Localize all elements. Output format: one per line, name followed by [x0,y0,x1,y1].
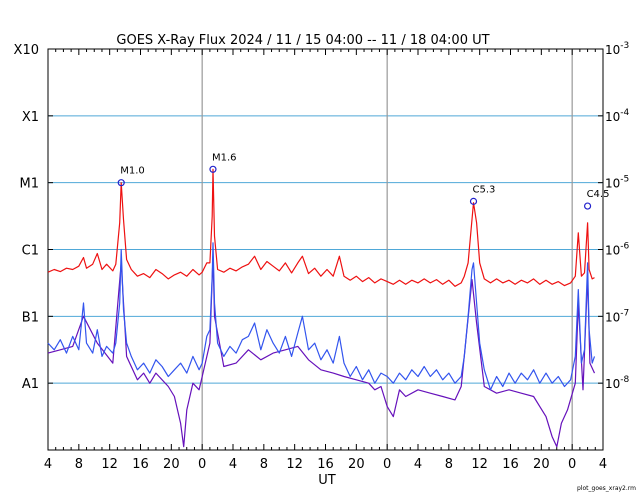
series-line-2 [47,242,596,391]
right-axis-label: 10-4 [605,108,630,124]
x-tick-label: 8 [445,457,453,472]
chart-title: GOES X-Ray Flux 2024 / 11 / 15 04:00 -- … [116,33,489,48]
x-tick-label: 0 [568,457,576,472]
x-axis-label: UT [318,473,336,488]
flare-peak-marker [583,202,592,210]
x-tick-label: 4 [44,457,52,472]
x-tick-label: 16 [502,457,519,472]
x-axis-ticks: 4 8 12 16 20 0 4 8 12 16 20 0 4 8 12 16 20 0 4 [44,49,607,472]
flare-peak-label: C4.5 [587,189,610,200]
left-axis-label: A1 [22,377,39,392]
right-axis-flux-labels: 10-3 10-4 10-5 10-6 10-7 10-8 [598,41,630,391]
day-boundary-lines [201,49,573,450]
flare-peak-label: M1.6 [212,152,237,163]
right-axis-label: 10-5 [605,175,629,191]
right-axis-label: 10-6 [605,242,630,258]
x-tick-label: 20 [533,457,550,472]
flare-peak-label: M1.0 [120,166,145,177]
left-axis-label: C1 [22,244,39,259]
x-tick-label: 4 [414,457,422,472]
x-tick-label: 20 [348,457,365,472]
plot-credit: plot_goes_xray2.rm [577,485,636,492]
x-tick-label: 8 [75,457,83,472]
left-axis-class-labels: X10 X1 M1 C1 B1 A1 [14,43,53,392]
right-axis-label: 10-8 [605,375,630,391]
flare-peak-marker [469,197,478,205]
right-axis-label: 10-3 [605,41,629,57]
flare-peak-marker [209,165,217,173]
series-line-3 [47,255,596,448]
x-tick-label: 16 [132,457,149,472]
x-tick-label: 4 [229,457,237,472]
x-tick-label: 8 [260,457,268,472]
right-axis-label: 10-7 [605,308,629,324]
x-tick-label: 12 [471,457,488,472]
x-tick-label: 0 [198,457,206,472]
series-line-1 [47,168,595,287]
x-tick-label: 12 [101,457,118,472]
x-tick-label: 12 [286,457,303,472]
left-axis-label: X1 [22,110,39,125]
x-tick-label: 0 [383,457,391,472]
left-axis-label: B1 [22,310,39,325]
gridlines [48,115,603,384]
left-axis-label: M1 [20,177,40,192]
x-tick-label: 20 [163,457,180,472]
x-tick-label: 16 [317,457,334,472]
flare-peak-label: C5.3 [473,184,496,195]
flare-annotations: M1.0 M1.6 C5.3 C4.5 [117,152,610,210]
x-tick-label: 4 [599,457,607,472]
flare-peak-marker [117,179,125,187]
left-axis-label: X10 [14,43,39,58]
data-series [47,168,596,448]
